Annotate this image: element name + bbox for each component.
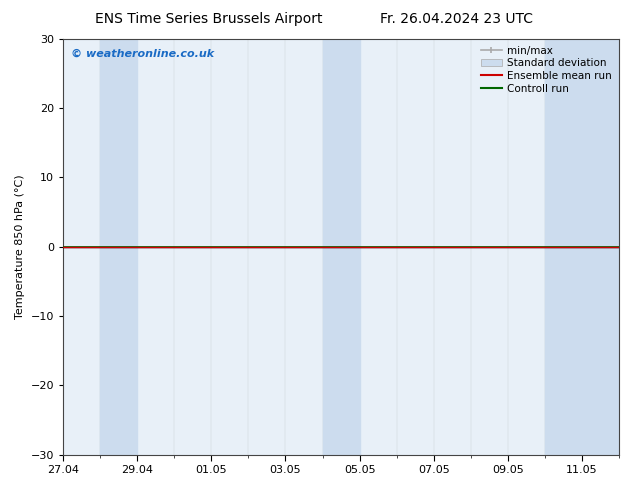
Bar	[545, 39, 619, 455]
Bar	[100, 39, 137, 455]
Text: Fr. 26.04.2024 23 UTC: Fr. 26.04.2024 23 UTC	[380, 12, 533, 26]
Bar	[323, 39, 359, 455]
Y-axis label: Temperature 850 hPa (°C): Temperature 850 hPa (°C)	[15, 174, 25, 319]
Text: ENS Time Series Brussels Airport: ENS Time Series Brussels Airport	[96, 12, 323, 26]
Text: © weatheronline.co.uk: © weatheronline.co.uk	[72, 49, 214, 59]
Legend: min/max, Standard deviation, Ensemble mean run, Controll run: min/max, Standard deviation, Ensemble me…	[479, 44, 614, 96]
